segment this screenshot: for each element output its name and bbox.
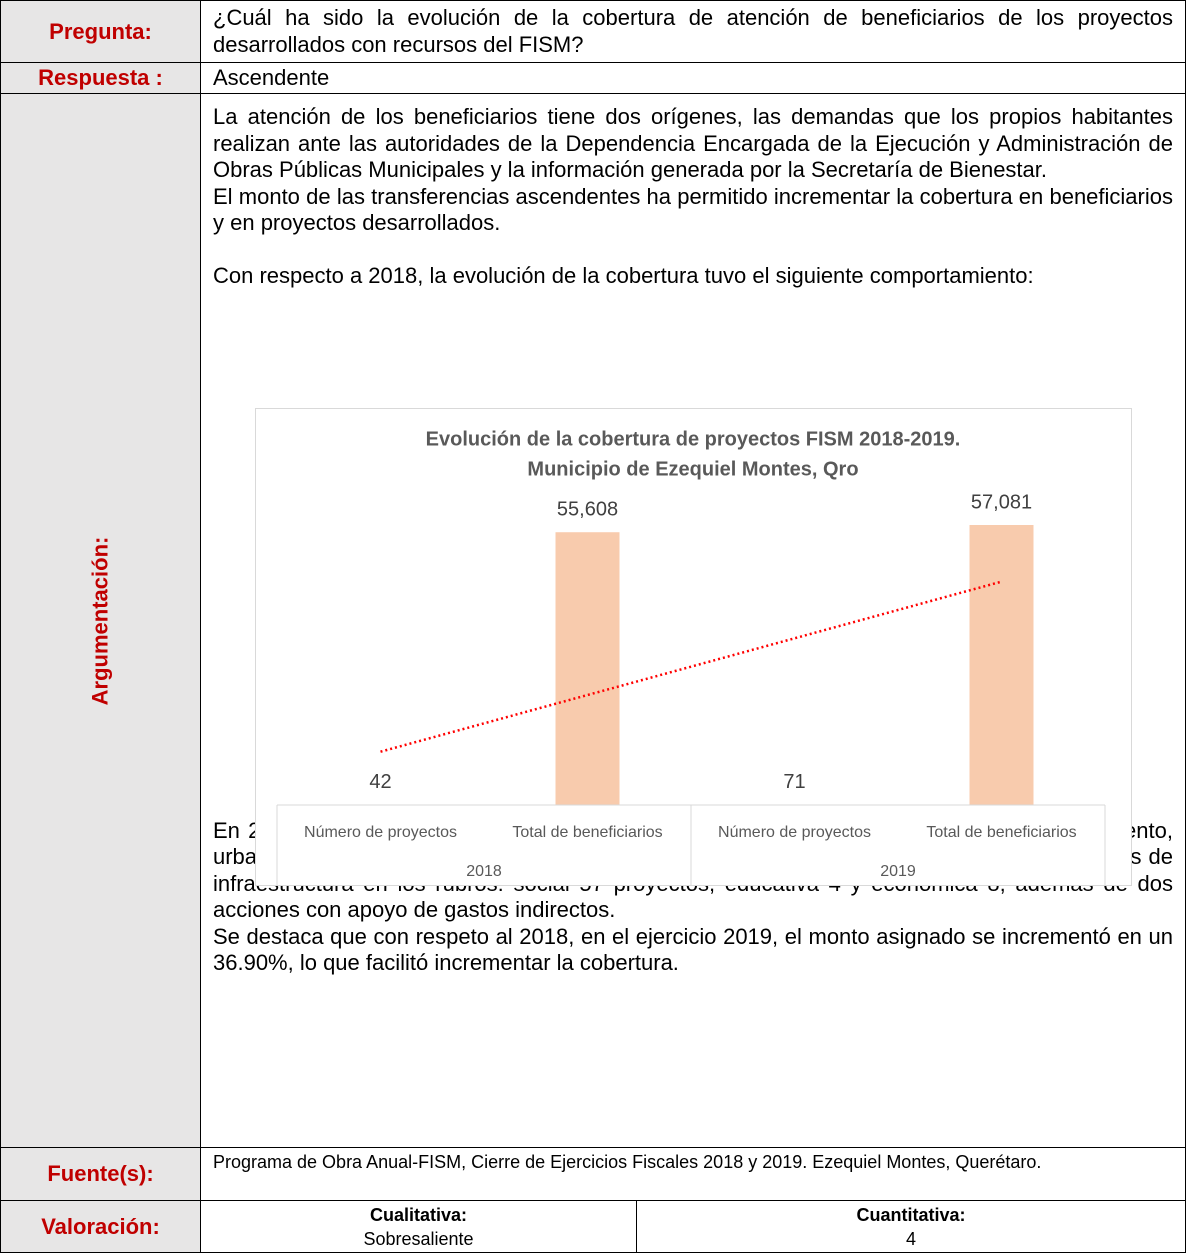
respuesta-text: Ascendente <box>200 62 1186 94</box>
paragraph: Con respecto a 2018, la evolución de la … <box>213 263 1034 288</box>
paragraph: La atención de los beneficiarios tiene d… <box>213 104 1173 182</box>
category-label: Total de beneficiarios <box>512 824 662 841</box>
category-label: Total de beneficiarios <box>926 824 1076 841</box>
category-label: Número de proyectos <box>304 824 457 841</box>
chart: Evolución de la cobertura de proyectos F… <box>255 408 1132 886</box>
trendline <box>380 580 1002 753</box>
respuesta-label: Respuesta : <box>0 62 201 94</box>
cualitativa-value: Sobresaliente <box>363 1229 474 1249</box>
value-label: 57,081 <box>971 491 1032 513</box>
value-label: 71 <box>783 771 805 793</box>
chart-title: Municipio de Ezequiel Montes, Qro <box>527 458 858 480</box>
argumentacion-label-cell: Argumentación: <box>0 93 201 1148</box>
group-label: 2019 <box>880 863 916 880</box>
cuantitativa-label: Cuantitativa: <box>856 1205 966 1225</box>
fuente-text: Programa de Obra Anual-FISM, Cierre de E… <box>200 1147 1186 1201</box>
pregunta-text: ¿Cuál ha sido la evolución de la cobertu… <box>200 0 1186 63</box>
cualitativa-cell: Cualitativa: Sobresaliente <box>200 1200 637 1253</box>
fuente-label: Fuente(s): <box>0 1147 201 1201</box>
group-label: 2018 <box>466 863 502 880</box>
pregunta-label: Pregunta: <box>0 0 201 63</box>
cualitativa-label: Cualitativa: <box>369 1205 468 1225</box>
cuantitativa-value: 4 <box>905 1229 916 1249</box>
paragraph: El monto de las transferencias ascendent… <box>213 183 1173 236</box>
cuantitativa-cell: Cuantitativa: 4 <box>636 1200 1186 1253</box>
category-label: Número de proyectos <box>718 824 871 841</box>
argumentacion-label: Argumentación: <box>87 536 113 705</box>
chart-title: Evolución de la cobertura de proyectos F… <box>426 428 961 450</box>
bar <box>969 525 1034 805</box>
bar <box>555 532 620 805</box>
value-label: 42 <box>369 771 391 793</box>
valoracion-label: Valoración: <box>0 1200 201 1253</box>
value-label: 55,608 <box>557 499 618 521</box>
paragraph: Se destaca que con respeto al 2018, en e… <box>213 923 1173 976</box>
